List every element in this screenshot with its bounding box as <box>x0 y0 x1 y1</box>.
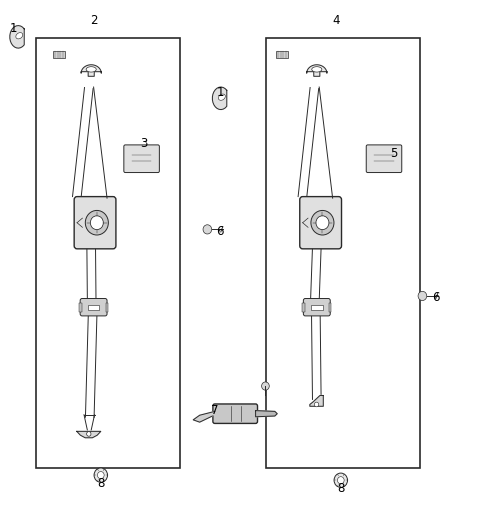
Ellipse shape <box>86 67 96 72</box>
Ellipse shape <box>218 94 225 100</box>
Circle shape <box>203 225 212 234</box>
FancyBboxPatch shape <box>300 197 341 249</box>
Polygon shape <box>193 412 215 422</box>
Bar <box>106 303 108 312</box>
Polygon shape <box>298 88 319 198</box>
Polygon shape <box>85 314 97 417</box>
Bar <box>276 51 288 58</box>
Circle shape <box>86 432 91 436</box>
Circle shape <box>311 210 334 235</box>
Bar <box>53 51 65 58</box>
Bar <box>88 305 99 310</box>
Circle shape <box>316 216 329 229</box>
Text: 1: 1 <box>217 86 225 99</box>
Circle shape <box>90 216 103 229</box>
Ellipse shape <box>312 67 322 72</box>
Polygon shape <box>255 411 277 417</box>
FancyBboxPatch shape <box>366 145 402 173</box>
Polygon shape <box>87 247 96 301</box>
Bar <box>311 305 323 310</box>
Circle shape <box>314 402 319 407</box>
FancyBboxPatch shape <box>80 298 107 316</box>
Polygon shape <box>310 395 324 407</box>
Text: 6: 6 <box>216 225 224 238</box>
Polygon shape <box>78 87 94 198</box>
Polygon shape <box>312 314 321 399</box>
Text: 1: 1 <box>10 22 17 35</box>
Text: 6: 6 <box>432 291 440 305</box>
Polygon shape <box>213 87 227 110</box>
Text: 5: 5 <box>390 147 397 160</box>
Circle shape <box>334 473 348 487</box>
Text: 3: 3 <box>140 137 148 150</box>
FancyBboxPatch shape <box>213 404 257 423</box>
Circle shape <box>337 477 344 484</box>
Bar <box>266 38 420 468</box>
Ellipse shape <box>16 33 23 39</box>
Polygon shape <box>311 399 322 415</box>
Polygon shape <box>72 88 93 198</box>
FancyBboxPatch shape <box>74 197 116 249</box>
Polygon shape <box>10 26 24 48</box>
FancyBboxPatch shape <box>303 298 330 316</box>
Polygon shape <box>307 65 327 76</box>
FancyBboxPatch shape <box>124 145 159 173</box>
Polygon shape <box>311 247 321 301</box>
Text: 2: 2 <box>90 14 97 27</box>
Text: 8: 8 <box>337 482 345 495</box>
Polygon shape <box>84 415 95 430</box>
Circle shape <box>97 472 104 479</box>
Circle shape <box>85 210 108 235</box>
Circle shape <box>262 382 269 390</box>
Text: 4: 4 <box>332 14 340 27</box>
Text: 7: 7 <box>211 404 219 417</box>
Bar <box>36 38 180 468</box>
Polygon shape <box>77 431 101 438</box>
Circle shape <box>94 468 108 482</box>
Text: 8: 8 <box>97 477 105 490</box>
Bar <box>302 303 305 312</box>
Circle shape <box>418 291 427 301</box>
Bar <box>329 303 331 312</box>
Polygon shape <box>81 65 101 76</box>
Bar <box>79 303 82 312</box>
